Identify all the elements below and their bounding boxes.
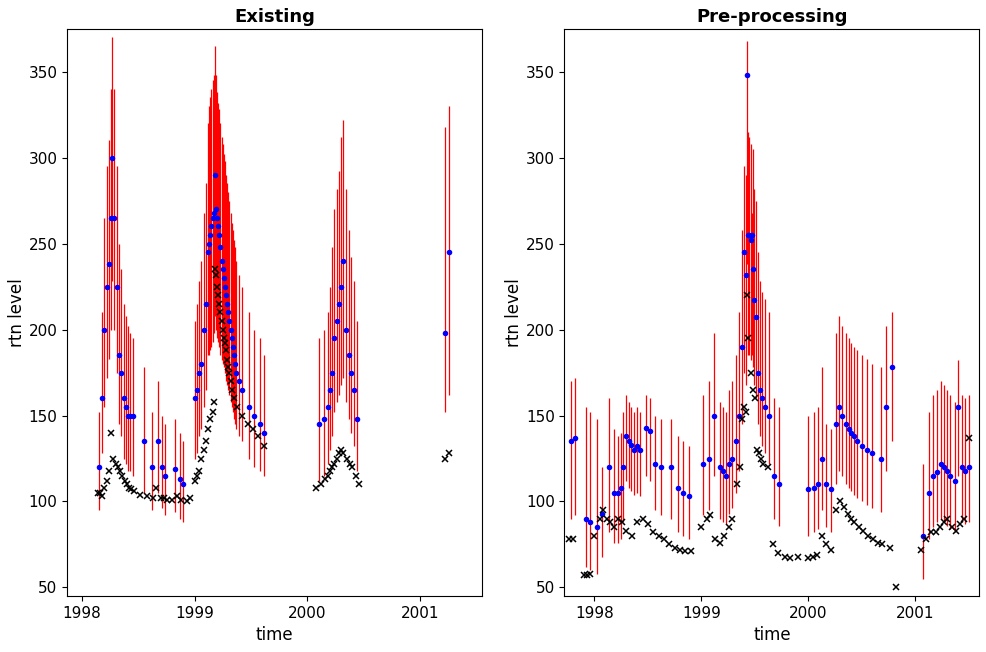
- Title: Pre-processing: Pre-processing: [695, 8, 847, 25]
- Y-axis label: rtn level: rtn level: [8, 278, 26, 347]
- X-axis label: time: time: [752, 627, 790, 644]
- Title: Existing: Existing: [234, 8, 315, 25]
- X-axis label: time: time: [255, 627, 293, 644]
- Y-axis label: rtn level: rtn level: [505, 278, 523, 347]
